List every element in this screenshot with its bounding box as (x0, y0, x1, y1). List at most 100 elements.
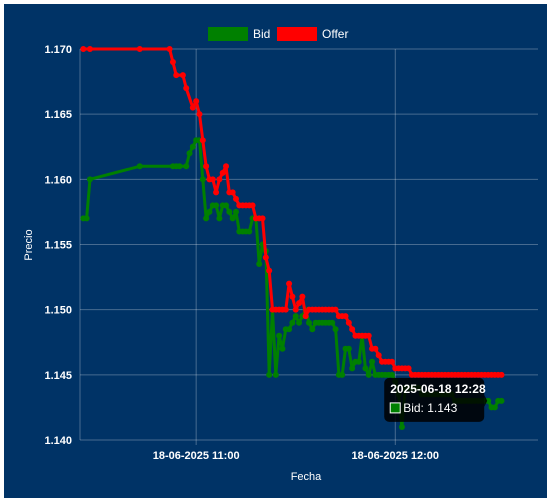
y-tick-label: 1.150 (44, 305, 72, 317)
bid-point[interactable] (272, 371, 279, 378)
bid-point[interactable] (292, 313, 299, 320)
bid-point[interactable] (289, 319, 296, 326)
y-tick-label: 1.165 (44, 109, 72, 121)
offer-point[interactable] (209, 176, 216, 183)
offer-point[interactable] (203, 163, 210, 170)
bid-point[interactable] (345, 345, 352, 352)
bid-point[interactable] (206, 208, 213, 215)
y-tick-label: 1.160 (44, 174, 72, 186)
legend-item-offer[interactable]: Offer (277, 27, 348, 41)
bid-point[interactable] (309, 326, 316, 333)
offer-point[interactable] (80, 46, 87, 52)
bid-point[interactable] (199, 176, 206, 183)
offer-point[interactable] (86, 46, 93, 52)
offer-point[interactable] (345, 319, 352, 326)
offer-point[interactable] (266, 267, 273, 274)
y-tick-label: 1.155 (44, 240, 72, 252)
offer-point[interactable] (169, 59, 176, 66)
x-tick-label: 18-06-2025 12:00 (352, 450, 439, 462)
offer-point[interactable] (179, 72, 186, 79)
bid-point[interactable] (332, 326, 339, 333)
offer-point[interactable] (249, 202, 256, 209)
bid-point[interactable] (232, 208, 239, 215)
bid-point[interactable] (279, 345, 286, 352)
bid-point[interactable] (186, 150, 193, 157)
bid-point[interactable] (83, 215, 90, 222)
y-tick-label: 1.140 (44, 435, 72, 447)
bid-point[interactable] (136, 163, 143, 170)
offer-point[interactable] (375, 352, 382, 359)
offer-point[interactable] (296, 300, 303, 307)
series-offer (80, 46, 505, 378)
offer-point[interactable] (262, 254, 269, 261)
bid-point[interactable] (213, 202, 220, 209)
offer-point[interactable] (219, 169, 226, 176)
bid-point[interactable] (329, 319, 336, 326)
bid-point[interactable] (86, 176, 93, 183)
bid-point[interactable] (485, 397, 492, 404)
tooltip-box (384, 377, 485, 422)
x-axis-title: Fecha (291, 471, 322, 483)
bid-point[interactable] (388, 371, 395, 378)
offer-point[interactable] (193, 98, 200, 105)
bid-point[interactable] (498, 397, 505, 404)
bid-point[interactable] (362, 365, 369, 372)
bid-point[interactable] (296, 319, 303, 326)
bid-point[interactable] (355, 358, 362, 365)
bid-point[interactable] (365, 371, 372, 378)
offer-point[interactable] (166, 46, 173, 52)
offer-point[interactable] (372, 345, 379, 352)
legend-item-bid[interactable]: Bid (208, 27, 270, 41)
bid-point[interactable] (266, 371, 273, 378)
offer-point[interactable] (498, 371, 505, 378)
bid-point[interactable] (229, 215, 236, 222)
bid-point[interactable] (226, 208, 233, 215)
bid-point[interactable] (216, 215, 223, 222)
tooltip-label: Bid: 1.143 (403, 401, 457, 415)
offer-point[interactable] (292, 306, 299, 313)
y-tick-label: 1.170 (44, 44, 72, 56)
bid-point[interactable] (276, 332, 283, 339)
bid-point[interactable] (176, 163, 183, 170)
tooltip-swatch (389, 402, 401, 414)
offer-point[interactable] (136, 46, 143, 52)
offer-point[interactable] (365, 332, 372, 339)
bid-point[interactable] (203, 215, 210, 222)
bid-point[interactable] (398, 423, 405, 430)
offer-point[interactable] (173, 72, 180, 79)
bid-point[interactable] (223, 202, 230, 209)
offer-point[interactable] (299, 293, 306, 300)
offer-point[interactable] (302, 313, 309, 320)
legend[interactable]: Bid Offer (208, 27, 348, 41)
offer-point[interactable] (223, 163, 230, 170)
offer-point[interactable] (189, 104, 196, 111)
offer-point[interactable] (232, 195, 239, 202)
offer-point[interactable] (229, 189, 236, 196)
bid-point[interactable] (246, 228, 253, 235)
offer-point[interactable] (213, 189, 220, 196)
bid-point[interactable] (349, 365, 356, 372)
offer-point[interactable] (342, 313, 349, 320)
offer-point[interactable] (199, 137, 206, 144)
offer-point[interactable] (259, 215, 266, 222)
bid-point[interactable] (306, 319, 312, 326)
offer-point[interactable] (388, 358, 395, 365)
bid-point[interactable] (339, 371, 346, 378)
offer-point[interactable] (349, 326, 356, 333)
offer-point[interactable] (405, 365, 412, 372)
offer-point[interactable] (289, 293, 296, 300)
offer-point[interactable] (183, 85, 190, 92)
bid-point[interactable] (286, 326, 293, 333)
offer-point[interactable] (286, 280, 293, 287)
bid-point[interactable] (369, 358, 376, 365)
bid-point[interactable] (256, 261, 263, 268)
bid-point[interactable] (183, 163, 190, 170)
offer-point[interactable] (216, 176, 223, 183)
offer-point[interactable] (282, 306, 289, 313)
bid-point[interactable] (491, 404, 498, 411)
bid-point[interactable] (189, 143, 196, 150)
offer-point[interactable] (196, 111, 203, 118)
offer-point[interactable] (332, 306, 339, 313)
